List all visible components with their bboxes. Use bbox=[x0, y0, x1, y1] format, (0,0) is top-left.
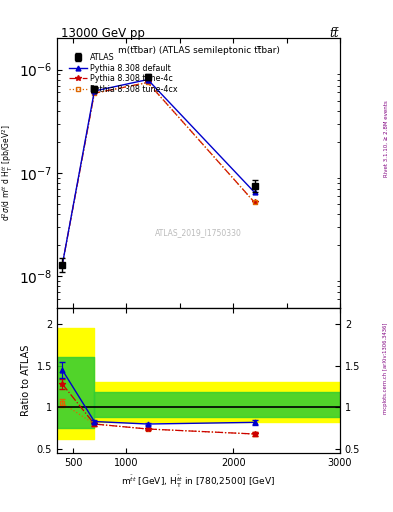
Pythia 8.308 tune-4cx bbox=[92, 90, 97, 96]
Y-axis label: d$^2\sigma$/d m$^{\bar{t}t}$ d H$_T^{\bar{t}t}$ [pb/GeV$^2$]: d$^2\sigma$/d m$^{\bar{t}t}$ d H$_T^{\ba… bbox=[0, 124, 15, 221]
Pythia 8.308 default bbox=[92, 88, 97, 94]
Text: mcplots.cern.ch [arXiv:1306.3436]: mcplots.cern.ch [arXiv:1306.3436] bbox=[384, 323, 388, 414]
Text: Rivet 3.1.10, ≥ 2.8M events: Rivet 3.1.10, ≥ 2.8M events bbox=[384, 100, 388, 177]
Text: tt̅: tt̅ bbox=[329, 27, 339, 39]
Pythia 8.308 tune-4cx bbox=[145, 79, 150, 86]
Pythia 8.308 tune-4c bbox=[92, 90, 97, 96]
Line: Pythia 8.308 tune-4cx: Pythia 8.308 tune-4cx bbox=[60, 80, 257, 267]
Pythia 8.308 tune-4cx bbox=[60, 262, 65, 268]
Pythia 8.308 tune-4cx bbox=[252, 199, 257, 205]
Pythia 8.308 default bbox=[60, 262, 65, 268]
Line: Pythia 8.308 tune-4c: Pythia 8.308 tune-4c bbox=[60, 80, 257, 267]
Pythia 8.308 tune-4c bbox=[60, 262, 65, 268]
Pythia 8.308 tune-4c bbox=[252, 199, 257, 205]
Pythia 8.308 tune-4c bbox=[145, 79, 150, 86]
Line: Pythia 8.308 default: Pythia 8.308 default bbox=[60, 77, 257, 267]
Text: m(tt̅bar) (ATLAS semileptonic tt̅bar): m(tt̅bar) (ATLAS semileptonic tt̅bar) bbox=[118, 47, 279, 55]
X-axis label: m$^{\bar{t}t}$ [GeV], H$_\mathrm{T}^{\bar{t}t}$ in [780,2500] [GeV]: m$^{\bar{t}t}$ [GeV], H$_\mathrm{T}^{\ba… bbox=[121, 474, 275, 490]
Text: 13000 GeV pp: 13000 GeV pp bbox=[61, 27, 145, 39]
Pythia 8.308 default bbox=[252, 189, 257, 196]
Legend: ATLAS, Pythia 8.308 default, Pythia 8.308 tune-4c, Pythia 8.308 tune-4cx: ATLAS, Pythia 8.308 default, Pythia 8.30… bbox=[67, 51, 180, 96]
Pythia 8.308 default bbox=[145, 76, 150, 82]
Y-axis label: Ratio to ATLAS: Ratio to ATLAS bbox=[21, 345, 31, 416]
Text: ATLAS_2019_I1750330: ATLAS_2019_I1750330 bbox=[155, 228, 242, 237]
